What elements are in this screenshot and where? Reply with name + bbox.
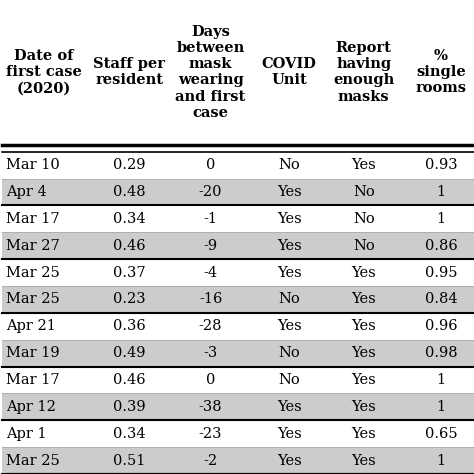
Text: Apr 21: Apr 21 (6, 319, 56, 333)
Text: -16: -16 (199, 292, 222, 306)
Text: Mar 19: Mar 19 (6, 346, 60, 360)
Text: Yes: Yes (277, 212, 301, 226)
Text: 0.29: 0.29 (113, 158, 146, 172)
Bar (2, 447, 474, 474)
Text: Report
having
enough
masks: Report having enough masks (333, 41, 394, 104)
Text: 0.37: 0.37 (113, 265, 146, 280)
Text: Mar 17: Mar 17 (6, 212, 60, 226)
Text: 1: 1 (437, 212, 446, 226)
Text: 0.96: 0.96 (425, 319, 457, 333)
Text: Yes: Yes (351, 319, 376, 333)
Text: Yes: Yes (351, 373, 376, 387)
Text: COVID
Unit: COVID Unit (262, 57, 317, 87)
Text: -2: -2 (203, 454, 218, 467)
Text: Yes: Yes (351, 454, 376, 467)
Text: -20: -20 (199, 185, 222, 199)
Text: 0.51: 0.51 (113, 454, 146, 467)
Text: Yes: Yes (351, 346, 376, 360)
Text: Yes: Yes (277, 400, 301, 414)
Text: 0.93: 0.93 (425, 158, 457, 172)
Text: Yes: Yes (351, 427, 376, 441)
Text: -9: -9 (203, 239, 218, 253)
Text: 1: 1 (437, 454, 446, 467)
Text: No: No (278, 373, 300, 387)
Text: 1: 1 (437, 185, 446, 199)
Text: 0.36: 0.36 (113, 319, 146, 333)
Text: 0.48: 0.48 (113, 185, 146, 199)
Bar (2, 340, 474, 366)
Text: Mar 25: Mar 25 (6, 454, 60, 467)
Bar (2, 232, 474, 259)
Bar (2, 152, 474, 179)
Text: 0: 0 (206, 373, 215, 387)
Text: No: No (353, 185, 374, 199)
Text: No: No (278, 346, 300, 360)
Text: 0.46: 0.46 (113, 373, 146, 387)
Text: 0.46: 0.46 (113, 239, 146, 253)
Bar (2, 0, 474, 145)
Text: Yes: Yes (351, 265, 376, 280)
Text: 0.34: 0.34 (113, 212, 146, 226)
Text: -3: -3 (203, 346, 218, 360)
Text: No: No (353, 212, 374, 226)
Text: Yes: Yes (351, 292, 376, 306)
Text: Apr 1: Apr 1 (6, 427, 47, 441)
Text: Yes: Yes (277, 427, 301, 441)
Text: Yes: Yes (277, 454, 301, 467)
Text: Apr 4: Apr 4 (6, 185, 47, 199)
Text: 0.95: 0.95 (425, 265, 457, 280)
Text: Mar 27: Mar 27 (6, 239, 60, 253)
Text: 0: 0 (206, 158, 215, 172)
Text: Apr 12: Apr 12 (6, 400, 56, 414)
Text: -1: -1 (203, 212, 218, 226)
Text: No: No (278, 158, 300, 172)
Text: Mar 25: Mar 25 (6, 292, 60, 306)
Text: Yes: Yes (277, 239, 301, 253)
Text: Staff per
resident: Staff per resident (93, 57, 165, 87)
Bar (2, 259, 474, 286)
Text: 0.65: 0.65 (425, 427, 457, 441)
Text: No: No (353, 239, 374, 253)
Text: -4: -4 (203, 265, 218, 280)
Text: Mar 17: Mar 17 (6, 373, 60, 387)
Text: Yes: Yes (277, 319, 301, 333)
Text: No: No (278, 292, 300, 306)
Text: %
single
rooms: % single rooms (416, 49, 466, 95)
Text: Yes: Yes (351, 158, 376, 172)
Bar (2, 420, 474, 447)
Text: Date of
first case
(2020): Date of first case (2020) (6, 49, 82, 95)
Text: 0.49: 0.49 (113, 346, 146, 360)
Bar (2, 179, 474, 205)
Text: Days
between
mask
wearing
and first
case: Days between mask wearing and first case (175, 25, 246, 120)
Text: 0.84: 0.84 (425, 292, 457, 306)
Text: Yes: Yes (277, 265, 301, 280)
Text: 1: 1 (437, 373, 446, 387)
Text: -28: -28 (199, 319, 222, 333)
Text: -23: -23 (199, 427, 222, 441)
Text: Mar 25: Mar 25 (6, 265, 60, 280)
Bar (2, 205, 474, 232)
Text: Mar 10: Mar 10 (6, 158, 60, 172)
Text: Yes: Yes (277, 185, 301, 199)
Bar (2, 286, 474, 313)
Bar (2, 313, 474, 340)
Text: Yes: Yes (351, 400, 376, 414)
Text: 0.23: 0.23 (113, 292, 146, 306)
Text: 0.39: 0.39 (113, 400, 146, 414)
Text: 0.98: 0.98 (425, 346, 457, 360)
Bar (2, 393, 474, 420)
Text: 0.34: 0.34 (113, 427, 146, 441)
Text: -38: -38 (199, 400, 222, 414)
Text: 1: 1 (437, 400, 446, 414)
Text: 0.86: 0.86 (425, 239, 457, 253)
Bar (2, 366, 474, 393)
